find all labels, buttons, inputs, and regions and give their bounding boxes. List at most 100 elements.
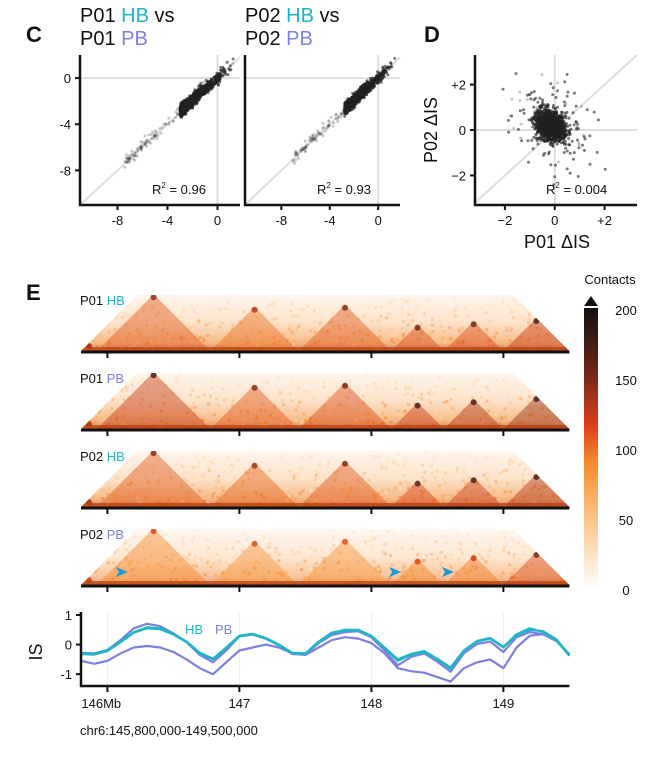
contact-pixel	[122, 398, 126, 402]
contact-pixel	[342, 411, 346, 415]
contact-pixel	[475, 378, 479, 382]
contact-pixel	[191, 422, 195, 426]
contact-pixel	[255, 315, 259, 319]
contact-pixel	[402, 334, 405, 338]
contact-pixel	[296, 405, 300, 409]
contact-pixel	[450, 312, 453, 316]
scatter-point	[128, 154, 131, 158]
contact-pixel	[521, 305, 525, 309]
contact-pixel	[392, 340, 396, 344]
contact-pixel	[547, 322, 551, 326]
contact-pixel	[219, 410, 223, 414]
contact-pixel	[107, 314, 111, 318]
tad-corner-dot	[414, 324, 421, 331]
contact-pixel	[292, 315, 296, 319]
contact-pixel	[244, 419, 248, 423]
contact-pixel	[395, 418, 399, 422]
scatter-point	[554, 163, 557, 167]
contact-pixel	[141, 397, 144, 401]
contact-pixel	[161, 391, 165, 394]
scatter-point	[361, 88, 365, 92]
scatter-point	[519, 122, 523, 126]
contact-pixel	[476, 377, 480, 380]
scatter-point	[297, 156, 300, 160]
contact-pixel	[277, 392, 281, 396]
contact-pixel	[545, 333, 549, 337]
scatter-point	[564, 102, 568, 106]
contact-pixel	[350, 324, 354, 328]
contact-pixel	[94, 406, 98, 410]
contact-pixel	[529, 324, 533, 328]
contact-pixel	[303, 389, 307, 393]
scatter-point	[191, 94, 195, 98]
scatter-point	[577, 146, 581, 150]
contact-pixel	[474, 335, 478, 339]
contact-pixel	[142, 305, 146, 309]
scatter-point	[507, 118, 510, 122]
scatter-point	[178, 110, 182, 114]
contact-pixel	[259, 422, 263, 426]
contact-pixel	[374, 384, 378, 388]
contact-pixel	[351, 343, 355, 347]
contact-pixel	[254, 417, 258, 421]
scatter-point	[216, 82, 220, 86]
contact-pixel	[330, 320, 334, 324]
scatter-point	[127, 156, 131, 160]
scatter-point	[529, 118, 533, 122]
contact-pixel	[279, 391, 283, 395]
contact-pixel	[209, 379, 213, 383]
contact-pixel	[175, 331, 179, 335]
contact-pixel	[456, 420, 460, 424]
contact-pixel	[464, 482, 468, 485]
contact-pixel	[407, 313, 411, 316]
scatter-point	[372, 81, 376, 85]
contact-pixel	[512, 298, 516, 302]
contact-pixel	[357, 400, 361, 404]
scatter-point	[510, 97, 514, 101]
contact-pixel	[190, 340, 194, 344]
contact-pixel	[225, 339, 229, 343]
contact-pixel	[342, 341, 346, 345]
contact-pixel	[430, 393, 434, 397]
contact-pixel	[323, 381, 327, 384]
contact-pixel	[104, 308, 108, 312]
scatter-point	[362, 82, 366, 86]
scatter-point	[231, 61, 235, 65]
scatter-point	[543, 139, 547, 143]
contact-pixel	[296, 314, 300, 318]
scatter-point	[306, 143, 310, 147]
scatter-point	[158, 127, 162, 131]
scatter-point	[534, 136, 538, 140]
scatter-point	[564, 114, 568, 118]
contact-pixel	[402, 320, 405, 324]
scatter-point	[214, 82, 217, 85]
scatter-point	[206, 91, 210, 95]
contact-pixel	[388, 333, 391, 337]
contact-pixel	[249, 324, 253, 328]
contact-pixel	[535, 414, 539, 418]
contact-pixel	[480, 343, 484, 347]
scatter-point	[552, 126, 556, 130]
contact-pixel	[408, 297, 412, 301]
scatter-point	[128, 157, 132, 161]
contact-pixel	[269, 420, 273, 424]
x-tick-label: +2	[597, 213, 612, 228]
contact-pixel	[399, 314, 403, 317]
contact-pixel	[278, 340, 281, 343]
scatter-point	[144, 140, 148, 144]
scatter-point	[546, 105, 550, 109]
scatter-point	[311, 138, 315, 142]
contact-pixel	[346, 396, 350, 400]
tad-corner-dot	[251, 306, 258, 313]
scatter-point	[312, 135, 316, 139]
scatter-point	[560, 120, 564, 124]
contact-pixel	[514, 301, 518, 305]
contact-pixel	[199, 401, 202, 405]
scatter-point	[374, 74, 378, 78]
scatter-point	[171, 119, 175, 123]
contact-pixel	[362, 394, 366, 398]
scatter-point	[551, 144, 555, 148]
contact-pixel	[231, 399, 235, 402]
contact-pixel	[246, 409, 250, 413]
contact-pixel	[448, 326, 452, 330]
